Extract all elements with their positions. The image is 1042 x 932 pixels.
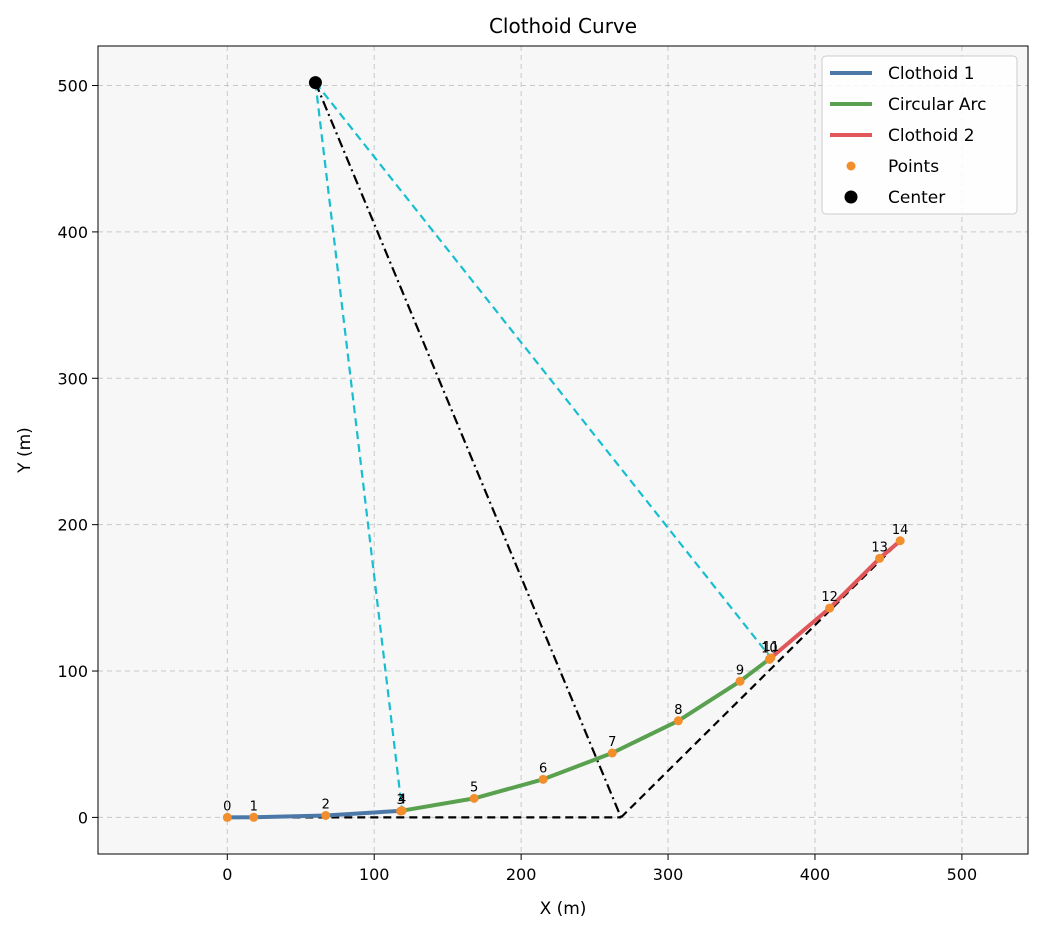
point-marker bbox=[895, 536, 905, 546]
x-tick-label: 400 bbox=[800, 865, 831, 884]
legend-entry: Circular Arc bbox=[888, 95, 986, 115]
point-label: 1 bbox=[250, 799, 258, 814]
y-tick-label: 100 bbox=[57, 662, 88, 681]
point-marker bbox=[538, 774, 548, 784]
legend-entry: Clothoid 1 bbox=[888, 64, 975, 84]
point-label: 14 bbox=[892, 523, 909, 538]
chart-title: Clothoid Curve bbox=[489, 14, 637, 38]
x-tick-label: 300 bbox=[653, 865, 684, 884]
legend-entry: Center bbox=[888, 188, 945, 208]
point-marker bbox=[825, 603, 835, 613]
y-tick-label: 0 bbox=[78, 808, 88, 827]
point-marker bbox=[397, 806, 407, 816]
x-tick-label: 500 bbox=[947, 865, 978, 884]
x-tick-label: 0 bbox=[222, 865, 232, 884]
y-tick-label: 300 bbox=[57, 369, 88, 388]
bisector-line bbox=[314, 82, 623, 818]
legend-swatch bbox=[846, 161, 856, 171]
point-label: 12 bbox=[821, 590, 838, 605]
y-tick-label: 200 bbox=[57, 516, 88, 535]
legend-entry: Points bbox=[888, 157, 939, 177]
series-line-clothoid-2 bbox=[768, 538, 903, 660]
series-line-clothoid-1 bbox=[225, 808, 405, 820]
point-marker bbox=[607, 748, 617, 758]
point-marker bbox=[249, 812, 259, 822]
y-tick-label: 400 bbox=[57, 223, 88, 242]
x-axis-label: X (m) bbox=[540, 899, 587, 919]
point-label: 13 bbox=[871, 540, 888, 555]
point-label: 9 bbox=[736, 663, 744, 678]
point-label: 8 bbox=[674, 703, 682, 718]
radius-line bbox=[314, 81, 772, 659]
legend-swatch bbox=[844, 190, 858, 204]
point-marker bbox=[766, 653, 776, 663]
legend-box bbox=[821, 55, 1018, 215]
y-tick-label: 500 bbox=[57, 77, 88, 96]
point-label: 7 bbox=[608, 735, 616, 750]
point-marker bbox=[469, 793, 479, 803]
point-marker bbox=[735, 676, 745, 686]
point-marker bbox=[673, 716, 683, 726]
legend: Clothoid 1 Circular Arc Clothoid 2 Points Ce… bbox=[821, 55, 1018, 215]
center-marker bbox=[308, 76, 322, 90]
point-label: 10 bbox=[761, 641, 778, 656]
legend-entry: Clothoid 2 bbox=[888, 126, 975, 146]
point-marker bbox=[321, 811, 331, 821]
point-label: 5 bbox=[470, 780, 478, 795]
point-label: 6 bbox=[539, 761, 547, 776]
x-tick-label: 100 bbox=[359, 865, 390, 884]
point-marker bbox=[875, 553, 885, 563]
point-label: 11 bbox=[763, 640, 780, 655]
point-marker bbox=[222, 812, 232, 822]
radius-line bbox=[314, 82, 404, 811]
point-label: 3 bbox=[397, 793, 405, 808]
point-label: 0 bbox=[223, 799, 231, 814]
y-axis-label: Y (m) bbox=[15, 427, 35, 474]
point-label: 2 bbox=[322, 798, 330, 813]
x-tick-label: 200 bbox=[506, 865, 537, 884]
point-label: 4 bbox=[398, 793, 406, 808]
plot-frame bbox=[97, 45, 1029, 855]
